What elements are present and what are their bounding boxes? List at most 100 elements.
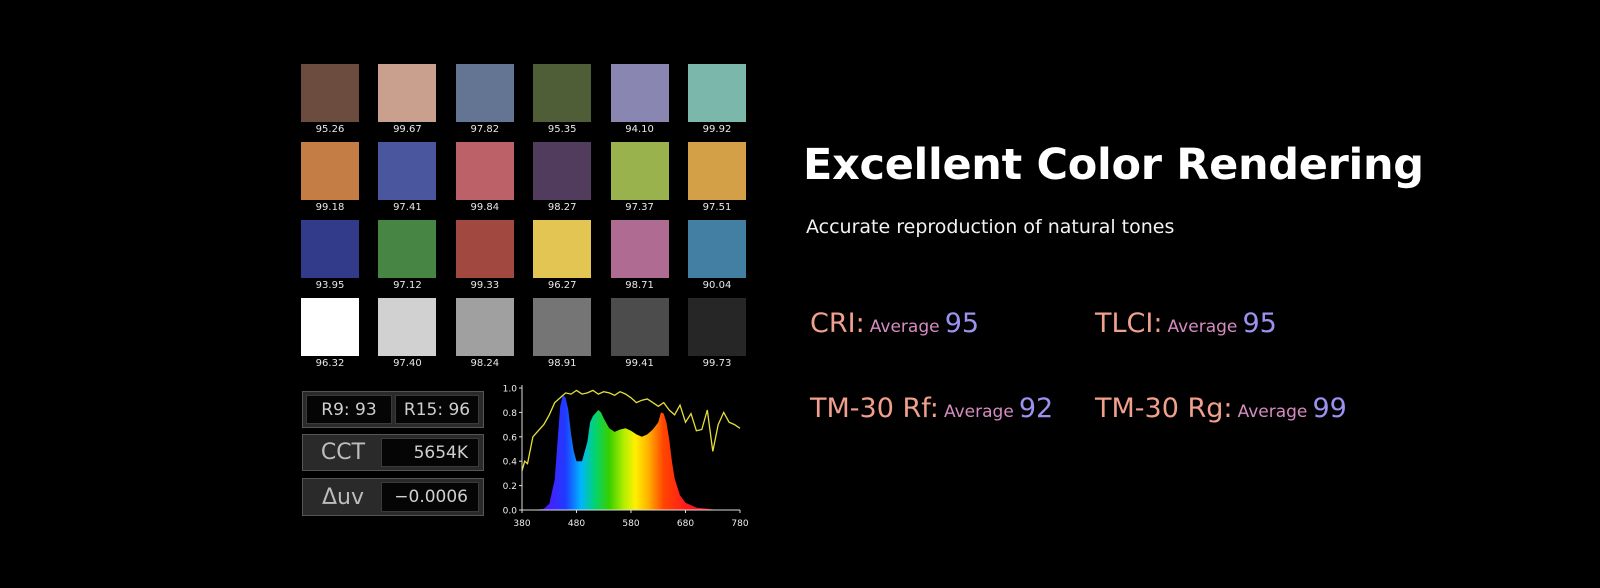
metric-average-text: Average — [1167, 317, 1238, 337]
color-swatch — [533, 220, 592, 278]
r9-readout: R9: 93 — [306, 395, 392, 424]
color-swatch-cell: 99.41 — [610, 298, 669, 369]
color-swatch-cell: 98.71 — [610, 220, 669, 291]
swatch-score: 94.10 — [625, 124, 654, 135]
metric-label: TM-30 Rf: — [810, 393, 939, 424]
color-swatch — [301, 64, 359, 122]
y-tick-label: 0.8 — [503, 409, 518, 419]
x-tick-label: 480 — [568, 519, 585, 529]
cct-value: 5654K — [413, 442, 468, 463]
color-swatch — [533, 64, 592, 122]
color-swatch-cell: 93.95 — [301, 220, 359, 291]
metric-label: TLCI: — [1095, 308, 1163, 339]
color-swatch-cell: 99.18 — [301, 142, 359, 213]
swatch-score: 97.41 — [393, 202, 422, 213]
metric-value: 95 — [944, 308, 980, 339]
r9-value: R9: 93 — [321, 399, 377, 420]
metric-average-text: Average — [943, 402, 1014, 422]
color-rendering-line — [521, 389, 741, 472]
color-swatch-cell: 98.24 — [455, 298, 514, 369]
swatch-score: 98.24 — [470, 358, 500, 369]
swatch-score: 99.73 — [702, 358, 732, 369]
color-swatch — [378, 298, 437, 356]
color-swatch — [688, 142, 746, 200]
color-swatch — [301, 220, 359, 278]
swatch-score: 93.95 — [315, 280, 345, 291]
color-swatch-cell: 99.33 — [455, 220, 514, 291]
metric-average-text: Average — [869, 317, 940, 337]
color-swatch — [455, 64, 514, 122]
color-swatch-cell: 97.51 — [688, 142, 746, 213]
color-swatch — [610, 64, 669, 122]
color-swatch-cell: 99.67 — [378, 64, 437, 135]
y-tick-label: 0.6 — [503, 433, 518, 443]
metric-value: 99 — [1312, 393, 1347, 424]
color-swatch — [533, 142, 592, 200]
metric-average-text: Average — [1237, 402, 1308, 422]
color-swatch-cell: 99.73 — [688, 298, 746, 369]
swatch-score: 96.27 — [547, 280, 577, 291]
swatch-score: 97.51 — [702, 202, 732, 213]
metric-label: CRI: — [810, 308, 865, 339]
color-swatch-cell: 95.26 — [301, 64, 359, 135]
color-swatch-cell: 95.35 — [533, 64, 592, 135]
color-swatch — [688, 298, 746, 356]
color-swatch-cell: 97.82 — [455, 64, 514, 135]
swatch-score: 99.33 — [470, 280, 500, 291]
color-swatch — [610, 220, 669, 278]
color-swatch-cell: 94.10 — [610, 64, 669, 135]
color-swatch-cell: 97.37 — [610, 142, 669, 213]
duv-label: Δuv — [321, 484, 364, 510]
color-swatch — [455, 220, 514, 278]
color-swatch — [533, 298, 592, 356]
r15-value: R15: 96 — [403, 399, 471, 420]
swatch-score: 98.71 — [625, 280, 654, 291]
swatch-score: 98.27 — [547, 202, 577, 213]
metric-tm30-rf: TM-30 Rf: Average 92 — [810, 393, 1053, 424]
color-swatch — [301, 142, 359, 200]
y-tick-label: 1.0 — [503, 385, 518, 395]
color-swatch-cell: 97.41 — [378, 142, 437, 213]
r15-readout: R15: 96 — [395, 395, 479, 424]
duv-value-cell: −0.0006 — [381, 482, 479, 512]
r9-r15-panel: R9: 93 R15: 96 — [302, 391, 484, 428]
plot-area: 0.0 0.2 0.4 0.6 0.8 1.0 380 480 580 680 780 — [503, 385, 749, 530]
x-tick-label: 380 — [513, 519, 530, 529]
swatch-score: 90.04 — [702, 280, 732, 291]
color-swatch — [455, 298, 514, 356]
swatch-score: 96.32 — [315, 358, 345, 369]
subheadline: Accurate reproduction of natural tones — [806, 216, 1175, 238]
swatch-score: 99.67 — [393, 124, 422, 135]
y-tick-label: 0.2 — [503, 482, 517, 492]
duv-panel: Δuv −0.0006 — [302, 478, 484, 516]
metric-value: 95 — [1242, 308, 1277, 339]
cct-value-cell: 5654K — [381, 438, 479, 467]
swatch-score: 95.35 — [547, 124, 577, 135]
color-swatch — [378, 142, 437, 200]
cct-label-cell: CCT — [306, 438, 380, 467]
duv-label-cell: Δuv — [306, 482, 380, 512]
cct-label: CCT — [320, 440, 366, 465]
color-swatch — [610, 142, 669, 200]
color-swatch — [455, 142, 514, 200]
swatch-score: 99.41 — [625, 358, 654, 369]
spectrum-chart: 0.0 0.2 0.4 0.6 0.8 1.0 380 480 580 680 780 — [503, 385, 749, 530]
color-swatch-cell: 97.40 — [378, 298, 437, 369]
swatch-score: 99.18 — [315, 202, 345, 213]
x-tick-label: 680 — [677, 519, 694, 529]
color-swatch-cell: 99.84 — [455, 142, 514, 213]
color-swatch-cell: 98.91 — [533, 298, 592, 369]
swatch-score: 97.82 — [470, 124, 500, 135]
color-swatch — [688, 220, 746, 278]
headline: Excellent Color Rendering — [803, 140, 1424, 190]
color-swatch — [301, 298, 359, 356]
swatch-score: 97.40 — [393, 358, 422, 369]
metric-tm30-rg: TM-30 Rg: Average 99 — [1095, 393, 1347, 424]
color-swatch — [610, 298, 669, 356]
y-tick-label: 0.4 — [503, 458, 518, 468]
color-swatch-cell: 90.04 — [688, 220, 746, 291]
swatch-score: 99.92 — [702, 124, 732, 135]
spectral-power-area — [522, 395, 740, 510]
color-swatch — [688, 64, 746, 122]
swatch-score: 97.12 — [393, 280, 422, 291]
